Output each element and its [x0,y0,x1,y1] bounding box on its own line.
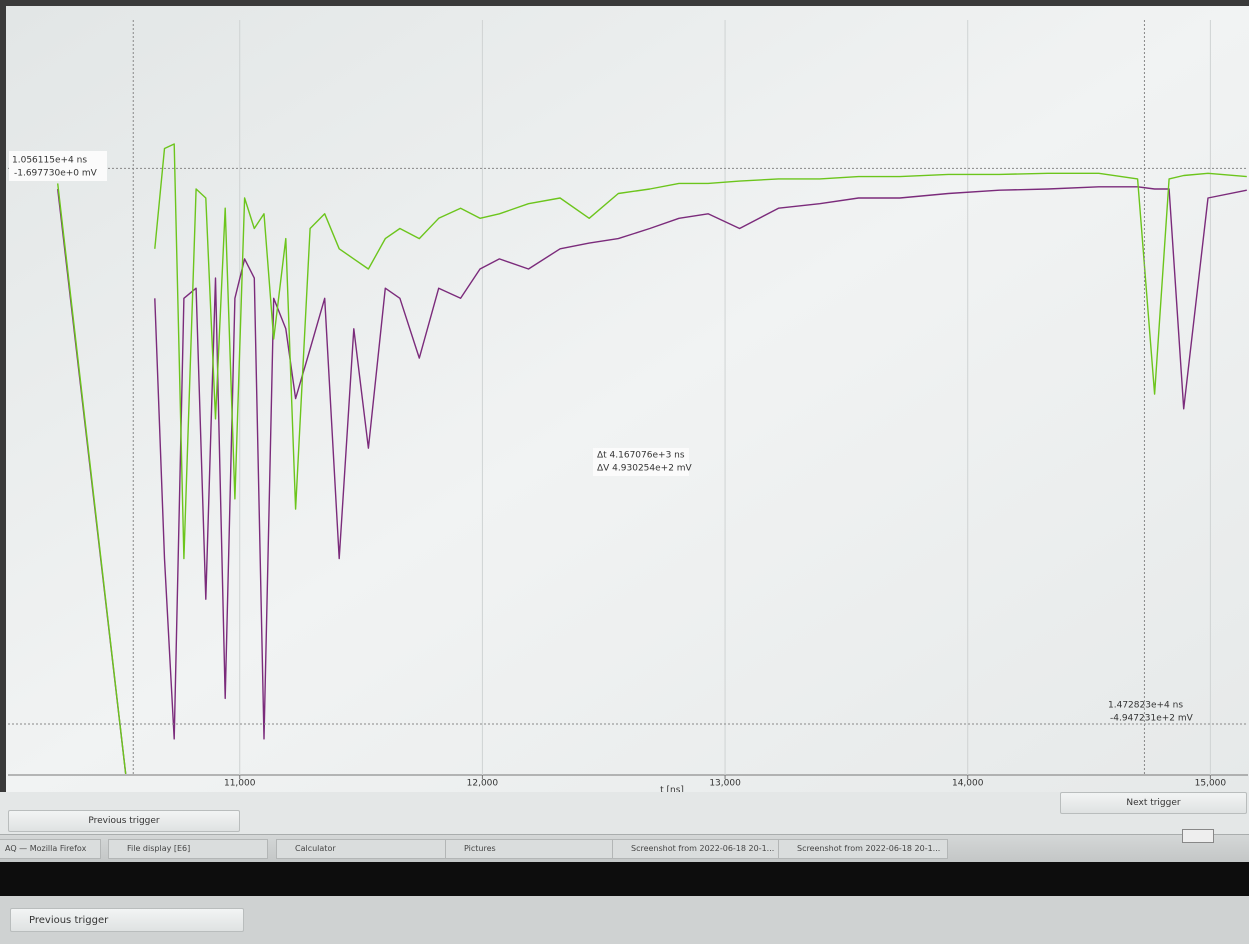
x-tick-label: 15,000 [1195,779,1227,789]
taskbar-item[interactable]: Pictures [445,839,615,859]
delta-box [593,448,689,476]
x-axis-label: t [ns] [660,786,684,796]
cursor-v-label: -4.947231e+2 mV [1110,714,1194,724]
taskbar-item[interactable]: Screenshot from 2022-06-18 20-1... [612,839,782,859]
previous-trigger-button[interactable]: Previous trigger [8,810,240,832]
screen-border [0,862,1249,896]
taskbar-item[interactable]: AQ — Mozilla Firefox [0,839,101,859]
x-tick-label: 11,000 [224,779,256,789]
x-tick-label: 12,000 [467,779,499,789]
taskbar-item[interactable]: Screenshot from 2022-06-18 20-1... [778,839,948,859]
second-screen: Previous trigger [0,896,1249,944]
taskbar: AQ — Mozilla Firefox File display [E6] C… [0,829,1249,863]
series-line [57,143,1247,774]
delta-v: ΔV 4.930254e+2 mV [597,464,693,474]
next-trigger-button[interactable]: Next trigger [1060,792,1247,814]
cursor-v-label: -1.697730e+0 mV [14,169,98,179]
button-bar: Previous trigger Next trigger [0,792,1249,834]
cursor-t-label: 1.056115e+4 ns [12,156,87,166]
x-tick-label: 13,000 [709,779,741,789]
taskbar-item[interactable]: File display [E6] [108,839,268,859]
cursor-label-box [9,151,107,181]
cursor-t-label: 1.472823e+4 ns [1108,701,1183,711]
chart: t [ns] Δt 4.167076e+3 ns ΔV 4.930254e+2 … [0,0,1249,795]
taskbar-item[interactable]: Calculator [276,839,446,859]
tray-box [1182,829,1214,843]
plot-background [6,6,1249,795]
x-tick-label: 14,000 [952,779,984,789]
previous-trigger-button[interactable]: Previous trigger [10,908,244,932]
delta-t: Δt 4.167076e+3 ns [597,451,685,461]
